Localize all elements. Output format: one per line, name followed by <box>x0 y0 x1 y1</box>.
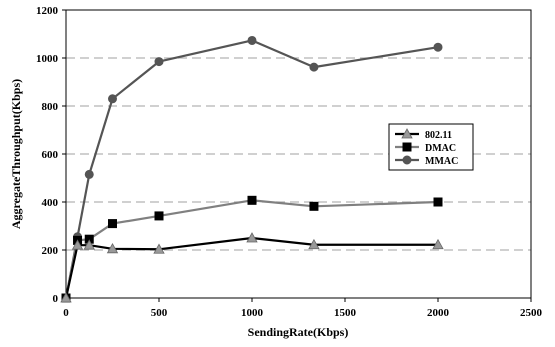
legend-item: MMAC <box>395 155 458 167</box>
data-point <box>154 57 164 67</box>
legend-marker <box>402 155 412 165</box>
data-point <box>106 242 119 254</box>
data-point <box>308 238 320 250</box>
y-tick-label: 1000 <box>36 53 59 65</box>
data-point <box>433 42 443 52</box>
series-802-11 <box>60 232 444 303</box>
series-line <box>64 39 439 299</box>
x-tick-label: 500 <box>151 307 168 319</box>
data-point <box>246 232 258 243</box>
data-point <box>154 211 164 221</box>
legend-label: MMAC <box>425 156 458 167</box>
data-point <box>433 197 443 207</box>
legend-marker <box>401 128 413 139</box>
y-tick-label: 600 <box>42 149 59 161</box>
series-mmac <box>61 35 443 303</box>
data-point <box>309 201 319 211</box>
data-point <box>84 169 94 179</box>
series <box>60 35 444 303</box>
x-axis-title: SendingRate(Kbps) <box>248 325 349 339</box>
x-tick-label: 2000 <box>427 307 450 319</box>
x-tick-label: 1500 <box>334 307 357 319</box>
y-tick-label: 1200 <box>36 5 59 17</box>
legend-item: DMAC <box>395 142 456 154</box>
x-tick-label: 2500 <box>520 307 543 319</box>
legend-item: 802.11 <box>395 128 452 141</box>
data-point <box>60 292 72 303</box>
data-point <box>309 62 319 72</box>
data-point <box>108 219 117 229</box>
data-point <box>71 239 84 250</box>
y-tick-label: 200 <box>42 245 59 257</box>
data-point <box>247 195 257 205</box>
legend-marker <box>402 142 412 152</box>
y-tick-label: 400 <box>42 197 59 209</box>
data-point <box>432 238 444 250</box>
legend-items: 802.11 DMAC MMAC <box>395 128 458 167</box>
data-point <box>83 239 95 250</box>
legend-label: 802.11 <box>425 130 452 141</box>
legend-label: DMAC <box>425 143 456 154</box>
x-tick-label: 1000 <box>241 307 264 319</box>
data-point <box>247 35 257 45</box>
x-tick-label: 0 <box>63 307 69 319</box>
y-tick-label: 800 <box>42 101 59 113</box>
data-point <box>153 243 165 254</box>
y-axis-title: AggregateThroughput(Kbps) <box>9 79 23 229</box>
data-point <box>108 94 117 104</box>
y-tick-label: 0 <box>53 293 59 305</box>
legend: 802.11 DMAC MMAC <box>388 123 474 171</box>
series-line <box>64 236 438 299</box>
